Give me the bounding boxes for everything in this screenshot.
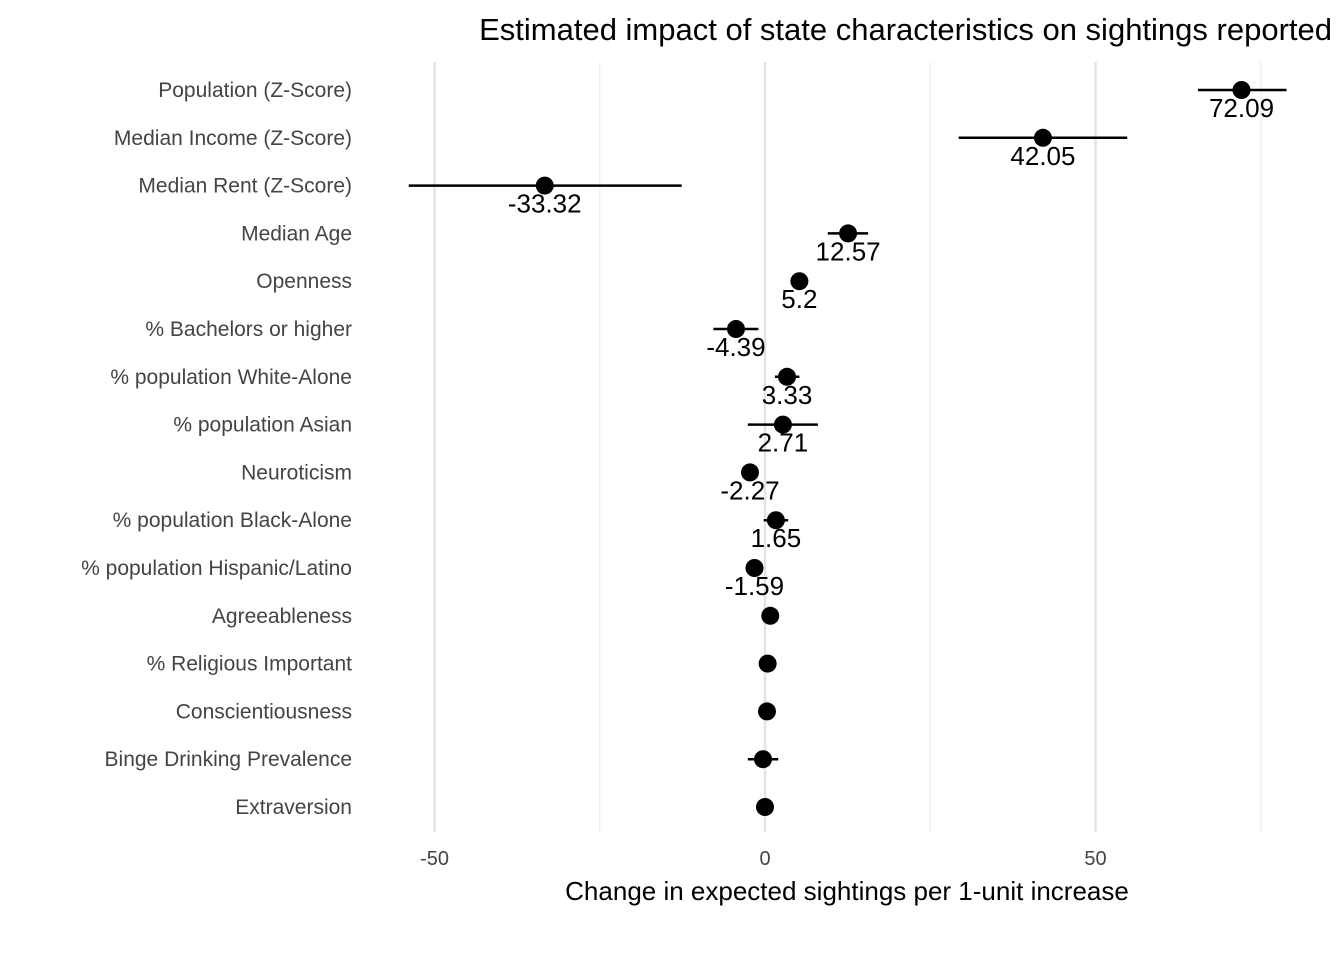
estimate-value-label: -1.59	[725, 571, 784, 601]
estimate-value-label: 72.09	[1209, 93, 1274, 123]
y-tick-label: Population (Z-Score)	[158, 79, 352, 102]
chart-title: Estimated impact of state characteristic…	[479, 12, 1332, 47]
y-axis-labels: Population (Z-Score) Median Income (Z-Sco…	[81, 79, 352, 819]
estimate-value-label: 1.65	[751, 523, 802, 553]
estimate-point	[759, 655, 777, 673]
estimate-value-label: 3.33	[762, 380, 813, 410]
estimate-point	[758, 702, 776, 720]
estimate-value-label: 42.05	[1010, 141, 1075, 171]
y-tick-label: Binge Drinking Prevalence	[105, 748, 352, 771]
x-tick-label: 0	[759, 848, 770, 870]
y-tick-label: Extraversion	[235, 796, 352, 819]
estimate-value-label: -4.39	[706, 332, 765, 362]
y-tick-label: % Religious Important	[147, 653, 353, 676]
x-axis-labels: -50 0 50	[420, 848, 1107, 870]
y-tick-label: Agreeableness	[212, 605, 352, 628]
y-tick-label: Openness	[256, 270, 352, 293]
y-tick-label: Median Income (Z-Score)	[114, 127, 352, 150]
estimate-value-label: 2.71	[758, 428, 809, 458]
y-tick-label: Median Age	[241, 222, 352, 245]
estimate-value-label: -2.27	[720, 475, 779, 505]
y-tick-label: % population Hispanic/Latino	[81, 557, 352, 580]
y-tick-label: % population White-Alone	[110, 366, 352, 389]
estimate-point	[761, 607, 779, 625]
point-layer	[536, 81, 1251, 816]
estimate-point	[754, 750, 772, 768]
y-tick-label: % population Black-Alone	[113, 509, 352, 532]
y-tick-label: Median Rent (Z-Score)	[138, 175, 352, 198]
y-tick-label: Conscientiousness	[176, 700, 352, 723]
estimate-value-label: 5.2	[781, 284, 817, 314]
y-tick-label: % population Asian	[173, 414, 352, 437]
data-label-layer: 72.09 42.05 -33.32 12.57 5.2 -4.39 3.33 2.71 -2.…	[508, 93, 1274, 601]
x-tick-label: 50	[1084, 848, 1106, 870]
estimate-point	[756, 798, 774, 816]
y-tick-label: % Bachelors or higher	[145, 318, 352, 341]
estimate-value-label: 12.57	[816, 236, 881, 266]
x-tick-label: -50	[420, 848, 449, 870]
estimate-value-label: -33.32	[508, 189, 582, 219]
y-tick-label: Neuroticism	[241, 461, 352, 484]
x-axis-title: Change in expected sightings per 1-unit …	[565, 876, 1129, 906]
grid-layer	[435, 62, 1261, 832]
